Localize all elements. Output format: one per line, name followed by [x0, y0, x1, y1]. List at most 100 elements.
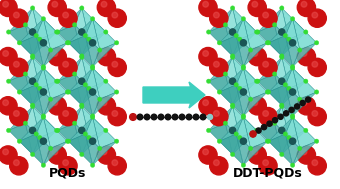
Circle shape	[287, 136, 291, 140]
Circle shape	[101, 51, 107, 56]
Circle shape	[267, 41, 271, 45]
Circle shape	[279, 55, 284, 59]
Circle shape	[56, 79, 60, 83]
Circle shape	[98, 146, 102, 151]
Circle shape	[297, 0, 316, 16]
Polygon shape	[26, 74, 40, 105]
Circle shape	[56, 128, 60, 132]
Polygon shape	[82, 57, 106, 88]
Circle shape	[98, 97, 102, 101]
Circle shape	[3, 100, 8, 106]
Circle shape	[10, 157, 28, 175]
Polygon shape	[33, 57, 56, 88]
Circle shape	[252, 1, 258, 7]
Circle shape	[279, 127, 285, 133]
Polygon shape	[36, 36, 51, 67]
Circle shape	[217, 139, 222, 143]
Polygon shape	[209, 57, 233, 81]
Circle shape	[267, 90, 271, 94]
Circle shape	[199, 0, 217, 16]
Circle shape	[203, 51, 208, 56]
Circle shape	[14, 111, 19, 116]
Circle shape	[231, 152, 235, 156]
Polygon shape	[219, 85, 243, 116]
Circle shape	[254, 30, 259, 34]
Circle shape	[256, 79, 260, 83]
Circle shape	[30, 78, 36, 84]
Circle shape	[278, 114, 283, 119]
Circle shape	[283, 83, 288, 87]
Circle shape	[80, 104, 84, 108]
Circle shape	[97, 146, 116, 164]
Polygon shape	[26, 8, 40, 39]
Circle shape	[41, 66, 46, 70]
Circle shape	[89, 138, 96, 144]
Circle shape	[48, 47, 66, 66]
Polygon shape	[285, 85, 300, 116]
Circle shape	[30, 29, 36, 35]
Circle shape	[0, 0, 17, 16]
Circle shape	[48, 146, 53, 151]
Circle shape	[80, 55, 84, 59]
Circle shape	[272, 118, 278, 123]
Circle shape	[256, 128, 261, 133]
Polygon shape	[258, 25, 282, 56]
Polygon shape	[275, 74, 289, 105]
Circle shape	[254, 128, 259, 132]
Circle shape	[290, 66, 295, 70]
Circle shape	[104, 30, 108, 34]
Polygon shape	[36, 19, 51, 50]
Polygon shape	[269, 68, 293, 92]
Circle shape	[38, 37, 42, 41]
Circle shape	[104, 79, 108, 83]
Polygon shape	[85, 68, 100, 99]
Circle shape	[289, 107, 294, 112]
Circle shape	[72, 72, 77, 76]
Circle shape	[59, 157, 77, 175]
Circle shape	[206, 30, 211, 34]
Circle shape	[210, 157, 228, 175]
Circle shape	[214, 12, 219, 18]
Circle shape	[112, 160, 118, 166]
Circle shape	[63, 111, 68, 116]
Polygon shape	[74, 74, 89, 105]
Circle shape	[23, 72, 28, 76]
Circle shape	[203, 149, 208, 155]
Polygon shape	[225, 74, 240, 105]
Circle shape	[14, 160, 19, 166]
Circle shape	[314, 90, 319, 94]
Circle shape	[40, 89, 47, 95]
Polygon shape	[236, 85, 251, 116]
Circle shape	[308, 58, 326, 77]
Polygon shape	[258, 74, 282, 105]
Circle shape	[97, 47, 116, 66]
Circle shape	[283, 33, 288, 38]
Polygon shape	[258, 57, 282, 81]
Circle shape	[301, 149, 307, 155]
Circle shape	[231, 104, 235, 108]
Circle shape	[267, 121, 272, 126]
Polygon shape	[58, 74, 82, 105]
Polygon shape	[275, 8, 289, 39]
Circle shape	[14, 61, 19, 67]
Circle shape	[308, 108, 326, 126]
Polygon shape	[26, 57, 40, 88]
Circle shape	[108, 58, 126, 77]
Polygon shape	[233, 130, 257, 154]
Circle shape	[231, 6, 235, 10]
Polygon shape	[58, 123, 82, 154]
Circle shape	[66, 90, 71, 94]
Circle shape	[65, 41, 70, 45]
Circle shape	[206, 79, 211, 83]
Polygon shape	[219, 36, 243, 67]
Polygon shape	[74, 106, 89, 138]
Circle shape	[314, 41, 319, 45]
Circle shape	[48, 97, 66, 115]
Circle shape	[83, 132, 88, 136]
Polygon shape	[275, 123, 289, 154]
Circle shape	[80, 54, 84, 58]
Circle shape	[59, 9, 77, 27]
Polygon shape	[36, 117, 51, 148]
Polygon shape	[33, 106, 56, 138]
Circle shape	[294, 104, 300, 109]
